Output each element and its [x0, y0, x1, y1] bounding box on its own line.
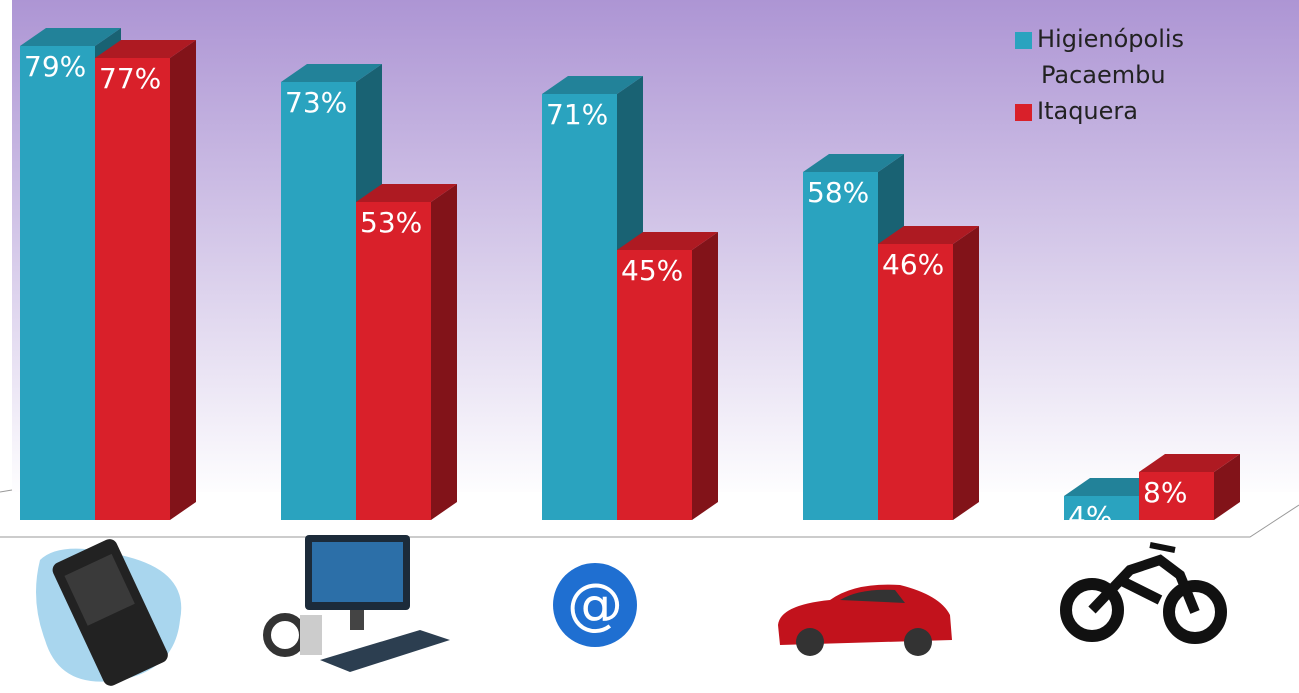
email-icon: @: [553, 563, 637, 647]
computer-icon: [267, 535, 450, 672]
value-label: 58%: [807, 176, 869, 209]
bar-side: [431, 184, 457, 520]
chart: 79%77%73%53%71%45%58%46%4%8% Higienópoli…: [0, 0, 1299, 693]
value-label: 8%: [1143, 476, 1187, 509]
bar-front: [281, 82, 356, 520]
value-label: 73%: [285, 86, 347, 119]
legend-swatch: [1015, 104, 1032, 121]
bar-front: [356, 202, 431, 520]
legend-swatch: [1015, 32, 1032, 49]
value-label: 79%: [24, 50, 86, 83]
bar-side: [953, 226, 979, 520]
bar: [95, 40, 196, 520]
bar-front: [95, 58, 170, 520]
value-label: 45%: [621, 254, 683, 287]
bar-front: [617, 250, 692, 520]
bar-front: [20, 46, 95, 520]
bar-front: [878, 244, 953, 520]
value-label: 4%: [1068, 500, 1112, 533]
car-icon: [778, 585, 952, 656]
svg-text:@: @: [567, 572, 623, 637]
legend-label: Itaquera: [1037, 97, 1138, 125]
value-label: 53%: [360, 206, 422, 239]
phone-icon: [36, 536, 181, 688]
page: 79%77%73%53%71%45%58%46%4%8% Higienópoli…: [0, 0, 1299, 693]
floor-edge: [0, 490, 12, 492]
bar-front: [542, 94, 617, 520]
value-label: 71%: [546, 98, 608, 131]
bar-front: [803, 172, 878, 520]
value-label: 77%: [99, 62, 161, 95]
value-label: 46%: [882, 248, 944, 281]
bar-side: [170, 40, 196, 520]
motorcycle-icon: [1066, 545, 1221, 638]
bar-side: [692, 232, 718, 520]
